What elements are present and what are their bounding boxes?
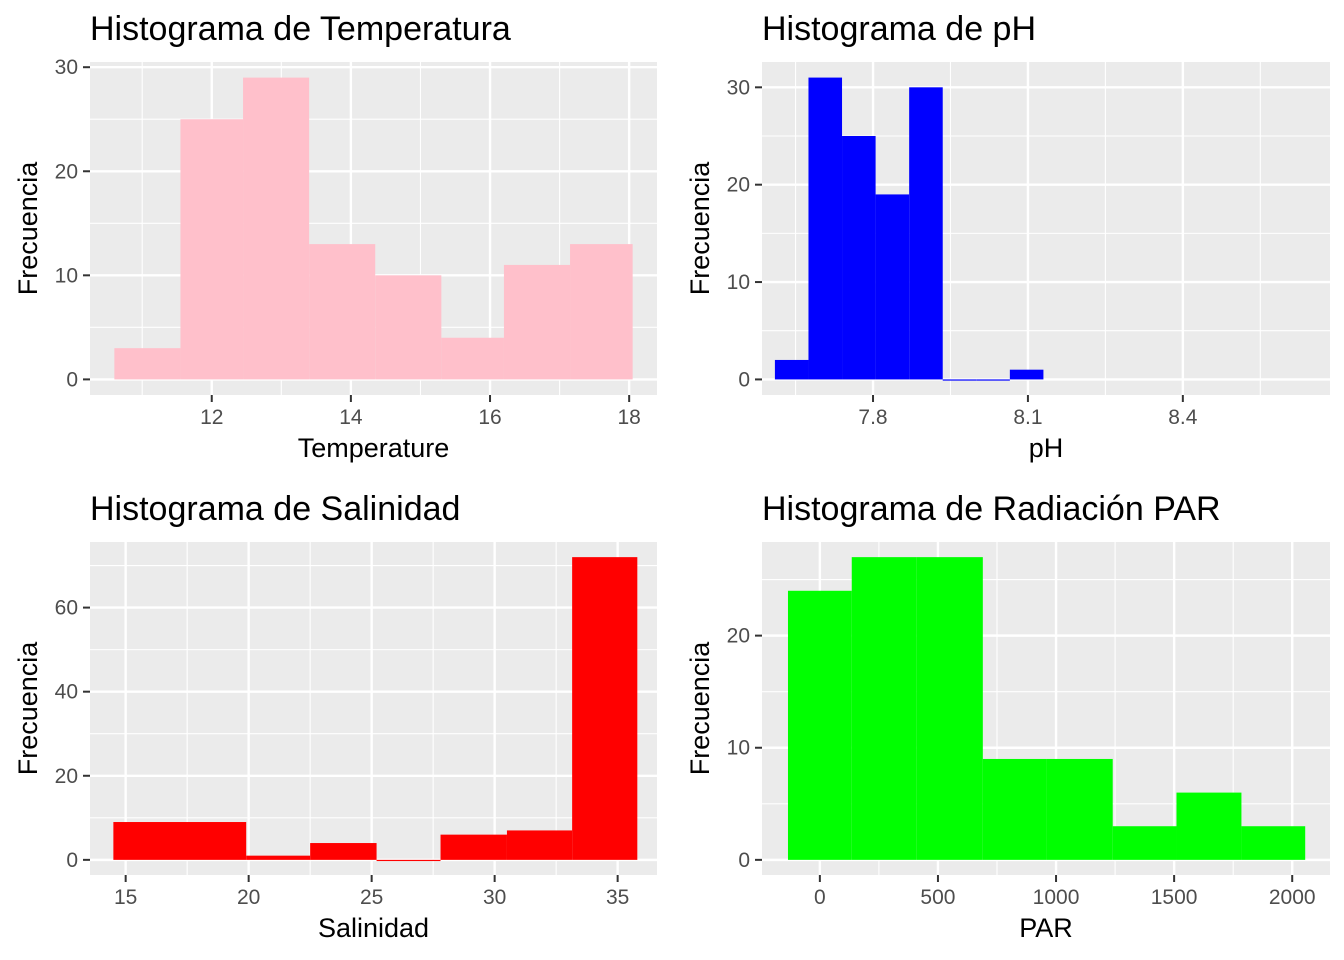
salinity-histogram-bar [572,557,638,860]
temperature-y-tick-label: 20 [55,160,78,183]
salinity-histogram-bar [506,830,573,860]
salinity-x-axis-title: Salinidad [318,913,429,943]
temperature-y-tick-label: 10 [55,264,78,287]
salinity-chart-title: Histograma de Salinidad [90,490,460,528]
par-x-tick-label: 0 [814,886,826,909]
temperature-histogram-bar [309,244,376,380]
salinity-histogram-bar [246,855,311,860]
ph-histogram-bar [842,136,876,380]
par-x-axis-title: PAR [1019,913,1073,943]
par-chart-title: Histograma de Radiación PAR [762,490,1221,528]
temperature-y-tick-label: 30 [55,56,78,79]
par-histogram-bar [1046,758,1113,860]
par-histogram-bar [1241,826,1306,860]
salinity-y-axis-title: Frecuencia [13,641,43,776]
salinity-x-tick-label: 20 [237,886,260,909]
temperature-chart-title: Histograma de Temperatura [90,10,511,48]
par-x-tick-label: 1500 [1151,886,1198,909]
ph-histogram-bar [909,87,943,380]
par-histogram-bar [982,758,1047,860]
salinity-y-tick-label: 40 [55,681,78,704]
temperature-x-tick-label: 18 [617,406,640,429]
salinity-histogram-bar [113,822,247,860]
ph-y-tick-label: 20 [727,174,750,197]
ph-x-axis-title: pH [1029,433,1064,463]
ph-histogram-bar [976,379,1010,381]
salinity-x-tick-label: 15 [114,886,137,909]
par-histogram-bar [851,557,917,860]
ph-x-tick-label: 8.4 [1168,406,1198,429]
temperature-histogram-bar [180,119,244,380]
par-y-axis-title: Frecuencia [685,641,715,776]
temperature-histogram-bar [441,337,504,380]
temperature-histogram-bar [570,244,633,380]
salinity-x-tick-label: 25 [360,886,383,909]
temperature-histogram-panel: 12 14 16 18 0 10 20 30 Histograma de Temperatura… [13,10,657,463]
par-histogram-bar [1112,826,1177,860]
salinity-y-tick-label: 20 [55,765,78,788]
temperature-histogram-bar [375,275,442,380]
par-y-tick-label: 20 [727,625,750,648]
ph-y-axis-title: Frecuencia [685,161,715,296]
salinity-histogram-panel: 15 20 25 30 35 0 20 40 60 Histograma de Salinidad… [13,490,657,943]
ph-histogram-bar [875,194,910,380]
temperature-histogram-bar [503,264,571,380]
temperature-x-axis-title: Temperature [298,433,450,463]
temperature-x-tick-label: 16 [478,406,501,429]
salinity-x-tick-label: 30 [483,886,506,909]
ph-x-tick-label: 8.1 [1013,406,1042,429]
par-histogram-bar [916,557,983,860]
salinity-histogram-bar [376,859,441,862]
ph-histogram-panel: 7.8 8.1 8.4 0 10 20 30 Histograma de pH pH Frecue… [685,10,1330,463]
temperature-x-tick-label: 14 [339,406,363,429]
par-x-tick-label: 500 [920,886,955,909]
salinity-y-tick-label: 0 [66,849,78,872]
par-x-tick-label: 2000 [1269,886,1316,909]
par-histogram-panel: 0 500 1000 1500 2000 0 10 20 Histograma de Radia… [685,490,1330,943]
ph-histogram-bar [774,359,809,380]
ph-histogram-bar [1009,369,1044,380]
temperature-y-tick-label: 0 [66,368,78,391]
ph-y-tick-label: 30 [727,76,750,99]
temperature-y-axis-title: Frecuencia [13,161,43,296]
par-histogram-bar [787,590,852,860]
ph-histogram-bar [808,77,843,380]
salinity-histogram-bar [440,834,507,860]
ph-chart-title: Histograma de pH [762,10,1036,48]
temperature-histogram-bar [243,77,310,380]
temperature-histogram-bar [114,348,181,380]
temperature-x-tick-label: 12 [200,406,223,429]
salinity-histogram-bar [310,843,377,860]
salinity-plot-background [90,542,657,875]
ph-y-tick-label: 10 [727,271,750,294]
ph-histogram-bar [942,379,977,381]
par-y-tick-label: 10 [727,737,750,760]
par-x-tick-label: 1000 [1033,886,1080,909]
ph-y-tick-label: 0 [738,368,750,391]
salinity-y-tick-label: 60 [55,597,78,620]
par-histogram-bar [1176,792,1242,860]
par-y-tick-label: 0 [738,849,750,872]
salinity-x-tick-label: 35 [606,886,629,909]
ph-x-tick-label: 7.8 [858,406,887,429]
